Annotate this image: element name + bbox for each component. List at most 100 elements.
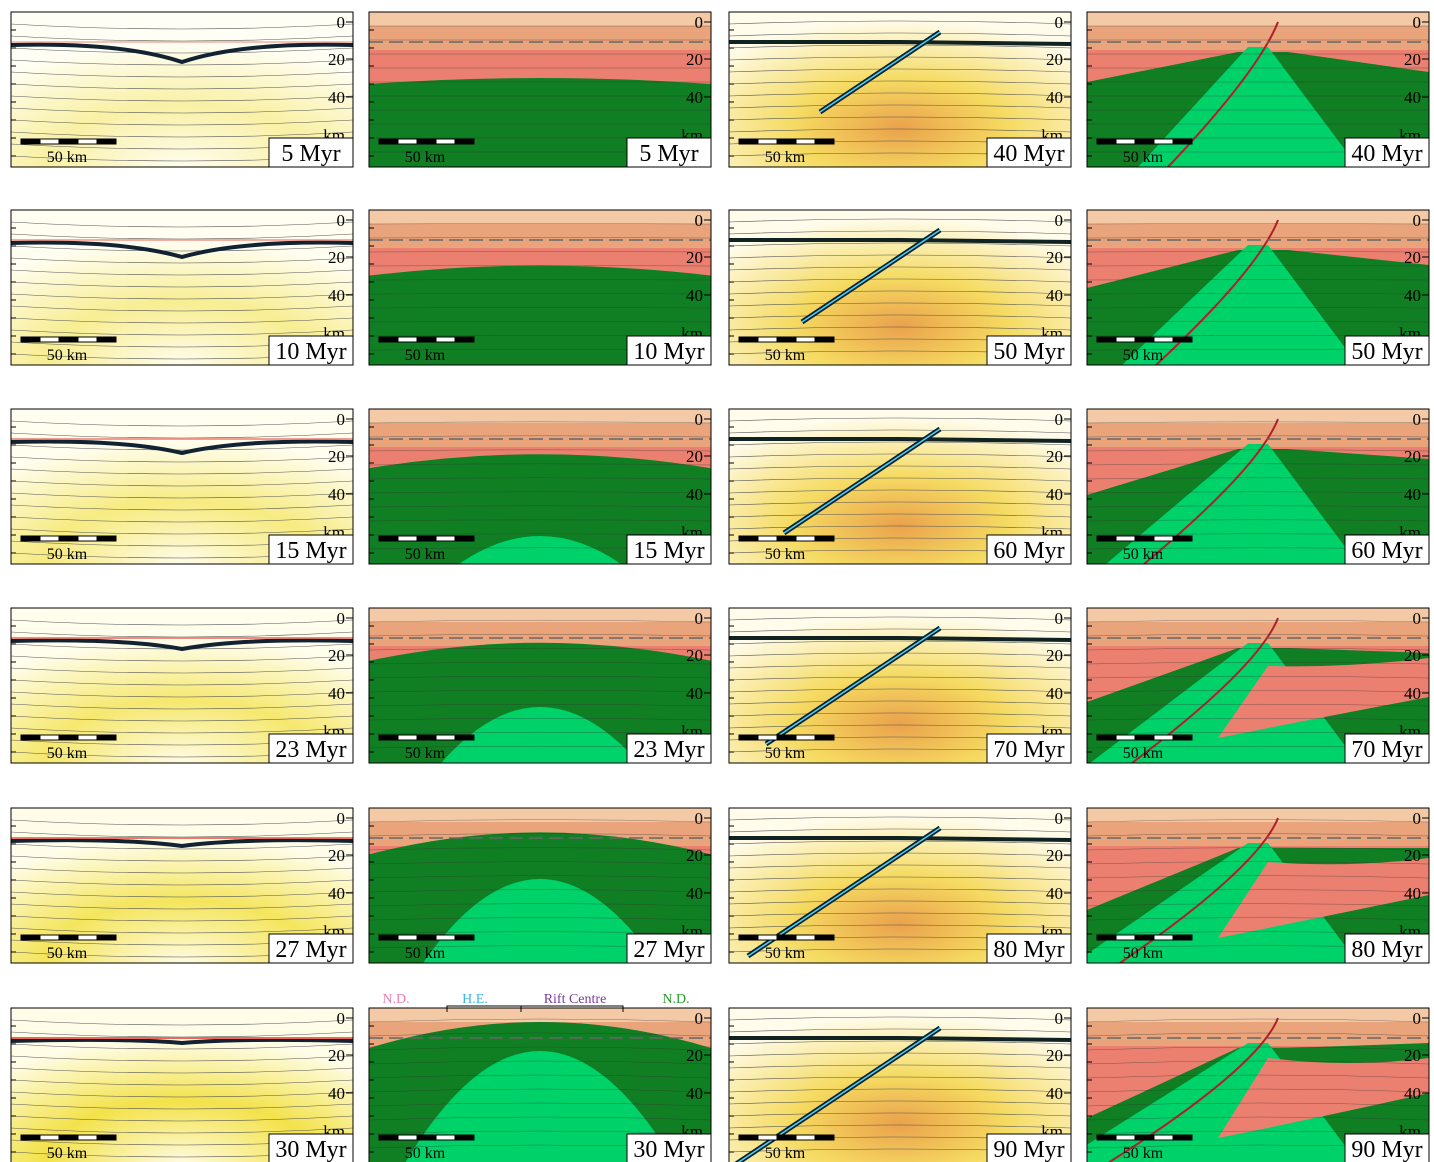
scale-bar-segment <box>1154 935 1173 940</box>
scale-bar-segment <box>1116 337 1135 342</box>
scale-bar-label: 50 km <box>765 745 806 762</box>
depth-label: 20 <box>686 50 703 69</box>
scale-bar-segment <box>796 1135 815 1140</box>
depth-label: 0 <box>695 1009 704 1028</box>
scale-bar-segment <box>59 337 78 342</box>
scale-bar-segment <box>1173 935 1192 940</box>
upper-crust-top <box>1087 12 1429 26</box>
depth-label: 40 <box>1404 88 1421 107</box>
scale-bar-segment <box>398 337 417 342</box>
panel: 02040km50 km60 Myr <box>729 409 1071 564</box>
depth-label: 0 <box>1055 211 1064 230</box>
scale-bar-segment <box>40 1135 59 1140</box>
depth-label: 20 <box>1046 248 1063 267</box>
scale-bar-segment <box>1135 1135 1154 1140</box>
figure: 02040km50 km5 Myr02040km50 km5 Myr02040k… <box>0 0 1434 1162</box>
panel: 02040km50 km70 Myr <box>1087 608 1429 801</box>
panel-body <box>1087 12 1429 205</box>
scale-bar-segment <box>1097 139 1116 144</box>
scale-bar-segment <box>78 935 97 940</box>
scale-bar-segment <box>815 536 834 541</box>
scale-bar-segment <box>739 735 758 740</box>
scale-bar-segment <box>417 735 436 740</box>
scale-bar-segment <box>1154 536 1173 541</box>
scale-bar-segment <box>379 1135 398 1140</box>
scale-bar-segment <box>758 337 777 342</box>
depth-label: 20 <box>328 447 345 466</box>
scale-bar-segment <box>59 735 78 740</box>
scale-bar-segment <box>1097 735 1116 740</box>
time-label: 23 Myr <box>633 737 704 763</box>
depth-label: 40 <box>1404 1084 1421 1103</box>
scale-bar-segment <box>739 139 758 144</box>
depth-label: 20 <box>686 646 703 665</box>
shear-band <box>729 42 1071 44</box>
depth-label: 0 <box>337 1009 346 1028</box>
scale-bar-label: 50 km <box>765 945 806 962</box>
scale-bar-segment <box>777 735 796 740</box>
upper-crust-top <box>1087 210 1429 224</box>
scale-bar-label: 50 km <box>47 347 88 364</box>
scale-bar-segment <box>777 1135 796 1140</box>
scale-bar-segment <box>1116 735 1135 740</box>
scale-bar-label: 50 km <box>1123 149 1164 166</box>
scale-bar-segment <box>815 735 834 740</box>
panel-body <box>1087 608 1429 801</box>
time-label: 60 Myr <box>993 538 1064 564</box>
panel: 02040km50 km50 Myr <box>1087 210 1429 403</box>
scale-bar-segment <box>78 1135 97 1140</box>
depth-label: 40 <box>1046 1084 1063 1103</box>
scale-bar-segment <box>739 337 758 342</box>
shear-band <box>729 838 1071 840</box>
panel-body <box>1087 210 1429 403</box>
panel-body <box>369 808 711 1001</box>
scale-bar-segment <box>40 536 59 541</box>
upper-crust-top <box>369 1008 711 1022</box>
scale-bar-segment <box>417 1135 436 1140</box>
scale-bar-segment <box>436 735 455 740</box>
depth-label: 0 <box>1413 809 1422 828</box>
scale-bar-label: 50 km <box>765 1145 806 1162</box>
depth-label: 0 <box>695 609 704 628</box>
scale-bar-segment <box>78 337 97 342</box>
time-label: 80 Myr <box>1351 937 1422 963</box>
scale-bar-segment <box>1097 935 1116 940</box>
depth-label: 20 <box>328 846 345 865</box>
depth-label: 20 <box>1046 846 1063 865</box>
scale-bar-segment <box>815 1135 834 1140</box>
scale-bar-segment <box>455 935 474 940</box>
scale-bar-segment <box>97 337 116 342</box>
scale-bar-segment <box>379 935 398 940</box>
scale-bar-label: 50 km <box>47 546 88 563</box>
upper-crust-top <box>369 808 711 822</box>
time-label: 90 Myr <box>1351 1137 1422 1162</box>
scale-bar-segment <box>777 337 796 342</box>
panel: 02040km50 km30 Myr <box>369 1008 711 1162</box>
scale-bar-segment <box>40 337 59 342</box>
scale-bar-segment <box>21 337 40 342</box>
depth-label: 20 <box>1404 447 1421 466</box>
panel: 02040km50 km15 Myr <box>11 409 353 564</box>
scale-bar-segment <box>455 337 474 342</box>
depth-label: 0 <box>1055 809 1064 828</box>
depth-label: 20 <box>1046 50 1063 69</box>
scale-bar-segment <box>21 139 40 144</box>
scale-bar-segment <box>758 536 777 541</box>
depth-label: 40 <box>686 1084 703 1103</box>
depth-label: 0 <box>1413 609 1422 628</box>
scale-bar-segment <box>417 536 436 541</box>
scale-bar-label: 50 km <box>1123 1145 1164 1162</box>
depth-label: 0 <box>1413 1009 1422 1028</box>
scale-bar-segment <box>758 935 777 940</box>
depth-label: 0 <box>337 609 346 628</box>
depth-label: 40 <box>686 884 703 903</box>
scale-bar-segment <box>398 735 417 740</box>
scale-bar-segment <box>796 935 815 940</box>
time-label: 50 Myr <box>993 339 1064 365</box>
time-label: 15 Myr <box>275 538 346 564</box>
panel-body <box>369 409 711 602</box>
panel-body <box>1087 409 1429 602</box>
scale-bar-segment <box>1173 337 1192 342</box>
depth-label: 0 <box>695 809 704 828</box>
depth-label: 20 <box>686 1046 703 1065</box>
